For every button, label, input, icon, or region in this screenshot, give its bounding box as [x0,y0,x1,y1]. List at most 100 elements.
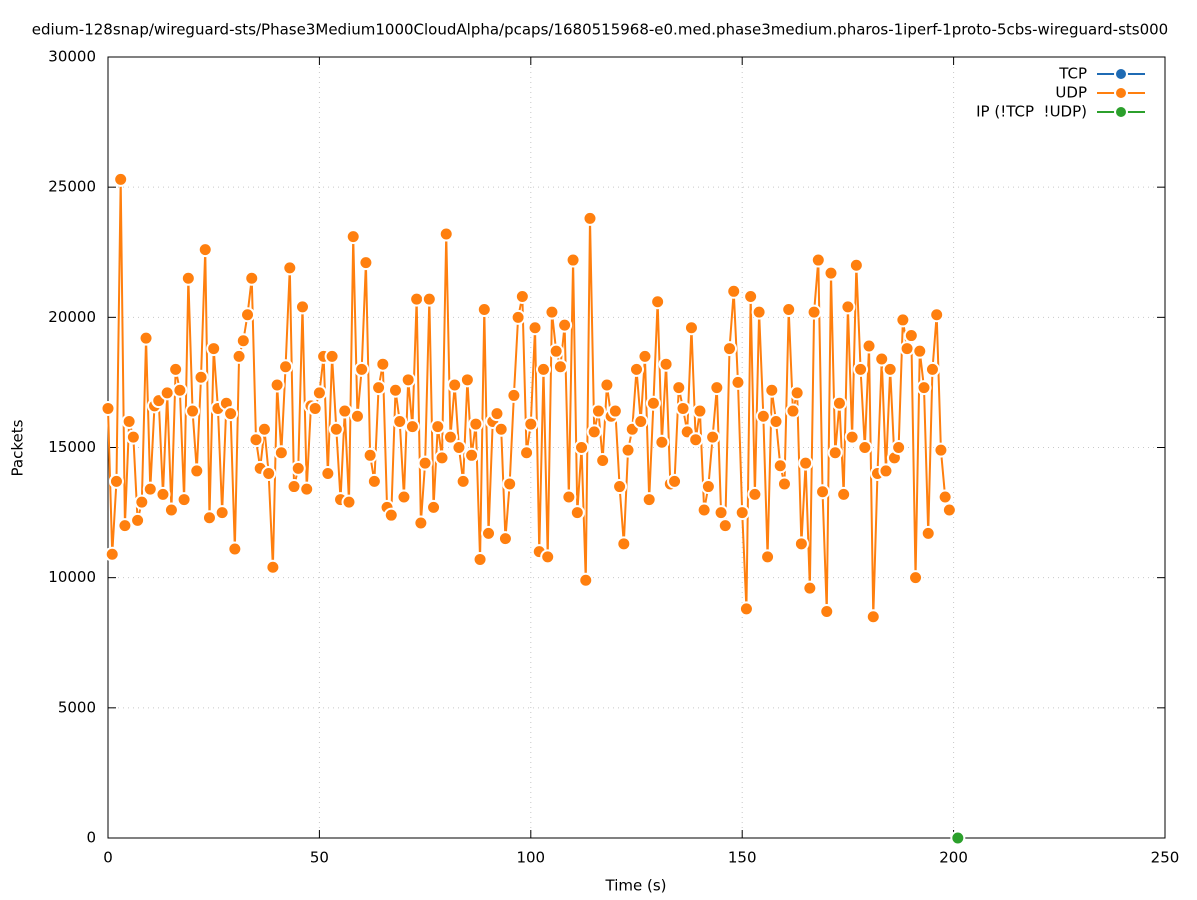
data-point [785,403,801,419]
data-point [667,473,683,489]
data-point [815,484,831,500]
y-tick-label: 5000 [58,698,96,716]
data-point [552,359,568,375]
data-point [574,440,590,455]
data-point [121,413,137,429]
data-point [768,413,784,429]
data-point [349,408,365,424]
data-point [278,359,294,375]
data-point [565,252,581,268]
data-point [506,387,522,403]
data-point [159,385,175,401]
data-point [244,270,260,286]
data-point [459,372,475,388]
data-point [235,333,251,349]
data-point [924,361,940,377]
data-point [261,466,277,482]
data-point [755,408,771,424]
data-point [392,413,408,429]
x-tick-label: 200 [939,849,968,867]
data-point [912,343,928,359]
legend-label: UDP [1055,84,1087,102]
data-point [358,255,374,271]
data-point [104,546,120,562]
y-tick-label: 20000 [48,308,96,326]
data-point [810,252,826,268]
data-point [366,473,382,489]
data-point [633,413,649,429]
data-point [747,486,763,502]
plot-border [107,56,1166,839]
data-point [362,447,378,463]
data-point [861,338,877,354]
data-point [396,489,412,505]
y-tick-label: 15000 [48,438,96,456]
data-point [464,447,480,463]
data-point [874,351,890,367]
data-point [802,580,818,596]
x-tick-label: 250 [1151,849,1180,867]
data-point [908,570,924,586]
x-tick-label: 50 [310,849,329,867]
data-point [844,429,860,445]
data-point [113,171,129,187]
data-point [307,400,323,416]
y-axis-label: Packets [9,419,27,476]
data-point [502,476,518,492]
data-point [616,536,632,552]
data-point [514,289,530,305]
data-point [806,304,822,320]
data-point [130,512,146,528]
data-point [189,463,205,479]
data-point [430,419,446,435]
data-point [578,572,594,588]
data-point [743,289,759,305]
data-point [607,403,623,419]
data-point [595,453,611,469]
data-point [214,505,230,521]
data-point [895,312,911,328]
data-point [540,549,556,565]
data-point [299,481,315,497]
data-point [248,432,264,448]
data-point [645,395,661,411]
data-point [180,270,196,286]
data-point [417,455,433,471]
data-point [294,299,310,315]
data-point [688,432,704,448]
data-point [557,317,573,333]
data-point [950,830,966,846]
data-point [823,265,839,281]
data-point [231,348,247,364]
data-point [772,458,788,474]
data-point [337,403,353,419]
data-point [489,406,505,422]
data-point [320,466,336,482]
data-point [713,505,729,521]
data-point [404,419,420,435]
data-point [100,400,116,416]
data-point [371,380,387,396]
data-point [827,445,843,461]
data-point [848,257,864,273]
data-point [155,486,171,502]
data-point [172,382,188,398]
data-point [831,395,847,411]
data-point [206,341,222,357]
data-point [481,525,497,541]
data-point [163,502,179,518]
data-point [857,440,873,455]
data-point [438,226,454,242]
data-point [265,559,281,575]
data-point [620,442,636,458]
data-point [134,494,150,510]
data-point [776,476,792,492]
data-point [637,348,653,364]
data-point [569,505,585,521]
data-point [413,515,429,531]
data-point [920,525,936,541]
data-point [853,361,869,377]
data-point [523,416,539,432]
data-point [185,403,201,419]
data-point [683,320,699,336]
